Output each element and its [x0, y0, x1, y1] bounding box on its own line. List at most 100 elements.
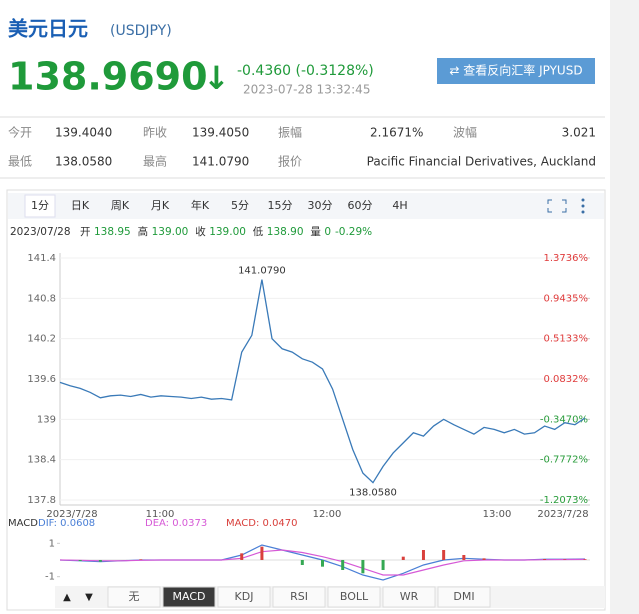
price: 138.9690 — [8, 55, 208, 99]
tab[interactable]: 4H — [392, 199, 407, 212]
tab[interactable]: 30分 — [308, 199, 333, 212]
macd-bar — [300, 560, 304, 565]
info-date: 2023/07/28 — [10, 226, 71, 238]
x-tick-label: 11:00 — [146, 509, 175, 520]
reverse-button-label[interactable]: ⇄ 查看反向汇率 JPYUSD — [449, 63, 582, 78]
chart-frame — [6, 189, 606, 611]
fullscreen-icon[interactable] — [547, 199, 567, 213]
x-tick-label: 2023/7/28 — [537, 509, 588, 520]
arrow: ↓ — [203, 59, 230, 97]
tab[interactable]: 15分 — [268, 199, 293, 212]
y-tick-label: 140.8 — [27, 293, 56, 304]
macd-bar — [341, 560, 345, 570]
quote-label: 报价 — [278, 154, 302, 169]
info-label: 开 — [80, 226, 91, 238]
tab[interactable]: 年K — [191, 198, 210, 212]
x-tick-label: 2023/7/28 — [46, 509, 97, 520]
indicator-tab-label[interactable]: DMI — [453, 590, 474, 603]
quote-label: 今开 — [8, 125, 32, 140]
quote-label: 波幅 — [453, 125, 477, 140]
price-line — [59, 279, 586, 484]
quote-label: 昨收 — [143, 126, 167, 140]
macd-bar — [401, 556, 405, 560]
quote-value: Pacific Financial Derivatives, Auckland — [367, 155, 596, 169]
info-value: 139.00 — [209, 226, 246, 238]
indicator-tab[interactable] — [272, 586, 326, 608]
y2-tick-label: 0.5133% — [544, 334, 589, 345]
quote-value: 141.0790 — [192, 155, 249, 169]
info-value: 138.95 — [94, 226, 131, 238]
y2-tick-label: -0.3470% — [540, 414, 588, 425]
indicator-tab[interactable] — [107, 586, 161, 608]
title: 美元日元 — [8, 17, 88, 41]
info-label: 高 — [138, 225, 149, 238]
macd-bar — [442, 550, 446, 560]
reverse-button[interactable] — [437, 58, 595, 84]
tab[interactable]: 60分 — [348, 199, 373, 212]
legend-entry: MACD: 0.0470 — [226, 518, 298, 529]
tab[interactable]: 月K — [151, 199, 170, 212]
arrow-button[interactable]: ▲ — [63, 592, 71, 603]
tab[interactable]: 1分 — [31, 199, 49, 212]
indicator-tab[interactable] — [327, 586, 381, 608]
macd-bar — [139, 559, 143, 560]
tab[interactable]: 周K — [111, 199, 130, 212]
y-tick-label: 141.4 — [27, 253, 56, 264]
macd-bar — [563, 559, 567, 560]
macd-bar — [421, 550, 425, 560]
info-value: 139.00 — [152, 226, 189, 238]
y2-tick-label: -0.7772% — [540, 455, 588, 466]
quote-value: 139.4050 — [192, 126, 249, 140]
macd-bar — [240, 553, 244, 560]
y-tick-label: 139 — [37, 414, 56, 425]
tab-selected[interactable] — [24, 194, 56, 218]
macd-bar — [361, 560, 365, 574]
tab[interactable]: 5分 — [231, 199, 249, 212]
x-tick-label: 13:00 — [483, 509, 512, 520]
macd-bar — [381, 560, 385, 570]
macd-bar — [260, 546, 264, 560]
indicator-tab-label[interactable]: KDJ — [235, 590, 254, 603]
y-tick-label: 140.2 — [27, 334, 56, 345]
quote-label: 最高 — [143, 154, 167, 169]
y-tick-label: 1 — [49, 538, 55, 549]
y2-tick-label: 0.0832% — [544, 374, 589, 385]
macd-line — [59, 549, 586, 576]
side-strip — [610, 0, 639, 614]
y-tick-label: 139.6 — [27, 374, 56, 385]
macd-bar — [482, 558, 486, 560]
macd-bar — [543, 559, 547, 560]
indicator-tab-label[interactable]: 无 — [129, 590, 140, 603]
indicator-tab[interactable] — [437, 586, 491, 608]
quote-value: 2.1671% — [370, 126, 423, 140]
indicator-tab-label[interactable]: RSI — [290, 590, 308, 603]
info-label: 低 — [253, 225, 264, 238]
y2-tick-label: 1.3736% — [544, 253, 589, 264]
indicator-tab-label[interactable]: BOLL — [340, 590, 369, 603]
info-change: -0.29% — [335, 226, 372, 238]
indicator-tab[interactable] — [162, 586, 216, 608]
legend-entry: DEA: 0.0373 — [145, 518, 207, 529]
info-value: 138.90 — [267, 226, 304, 238]
info-value: 0 — [324, 226, 331, 238]
indicator-tab[interactable] — [217, 586, 271, 608]
indicator-tab-label[interactable]: WR — [400, 590, 419, 603]
code: (USDJPY) — [110, 23, 172, 39]
quote-label: 最低 — [8, 155, 32, 169]
info-label: 收 — [195, 225, 206, 238]
macd-bar — [78, 560, 82, 561]
tab[interactable]: 日K — [71, 199, 90, 212]
indicator-tab-label[interactable]: MACD — [173, 590, 206, 603]
y-tick-label: 138.4 — [27, 455, 56, 466]
arrow-button[interactable]: ▼ — [85, 592, 93, 603]
change: -0.4360 (-0.3128%) — [237, 63, 374, 79]
annotation: 138.0580 — [349, 488, 397, 499]
annotation: 141.0790 — [238, 266, 286, 277]
indicator-tab[interactable] — [382, 586, 436, 608]
menu-icon[interactable] — [581, 198, 585, 214]
info-label: 量 — [310, 226, 321, 238]
quote-label: 振幅 — [278, 125, 302, 140]
